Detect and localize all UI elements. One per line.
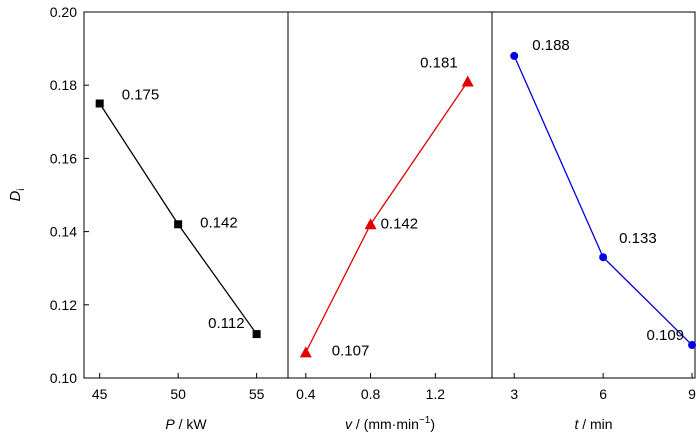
x-tick-label: 50	[170, 386, 186, 402]
data-label: 0.112	[208, 315, 244, 332]
x-tick-label: 0.4	[296, 386, 316, 402]
x-axis-title: v / (mm·min−1)	[345, 415, 435, 432]
x-axis-title: t / min	[574, 416, 612, 432]
x-tick-label: 55	[249, 386, 265, 402]
plot-frame	[83, 11, 696, 379]
y-axis-title: Di	[7, 188, 27, 201]
y-tick-label: 0.10	[50, 370, 77, 386]
x-tick-label: 6	[599, 386, 607, 402]
data-point	[461, 75, 474, 87]
data-label: 0.188	[532, 37, 570, 54]
y-tick-label: 0.20	[50, 4, 77, 20]
data-label: 0.133	[619, 230, 657, 247]
data-point	[299, 346, 312, 358]
series-line	[513, 55, 693, 346]
y-tick-label: 0.14	[50, 224, 77, 240]
x-axis-title: P / kW	[165, 416, 207, 432]
y-tick-label: 0.12	[50, 297, 77, 313]
x-tick-label: 9	[688, 386, 696, 402]
data-label: 0.109	[646, 327, 684, 344]
x-tick-label: 45	[92, 386, 108, 402]
data-label: 0.142	[381, 215, 419, 232]
data-label: 0.142	[200, 214, 238, 231]
y-tick-label: 0.16	[50, 150, 77, 166]
x-tick-label: 3	[510, 386, 518, 402]
data-point	[364, 218, 377, 230]
data-point	[510, 51, 519, 60]
data-point	[688, 341, 697, 350]
data-label: 0.181	[420, 55, 458, 72]
data-point	[252, 330, 261, 339]
data-label: 0.175	[122, 87, 160, 104]
data-label: 0.107	[332, 342, 370, 359]
data-point	[95, 99, 104, 108]
x-tick-label: 1.2	[426, 386, 446, 402]
data-point	[599, 253, 608, 262]
y-tick-label: 0.18	[50, 77, 77, 93]
data-point	[174, 220, 183, 229]
x-tick-label: 0.8	[361, 386, 381, 402]
